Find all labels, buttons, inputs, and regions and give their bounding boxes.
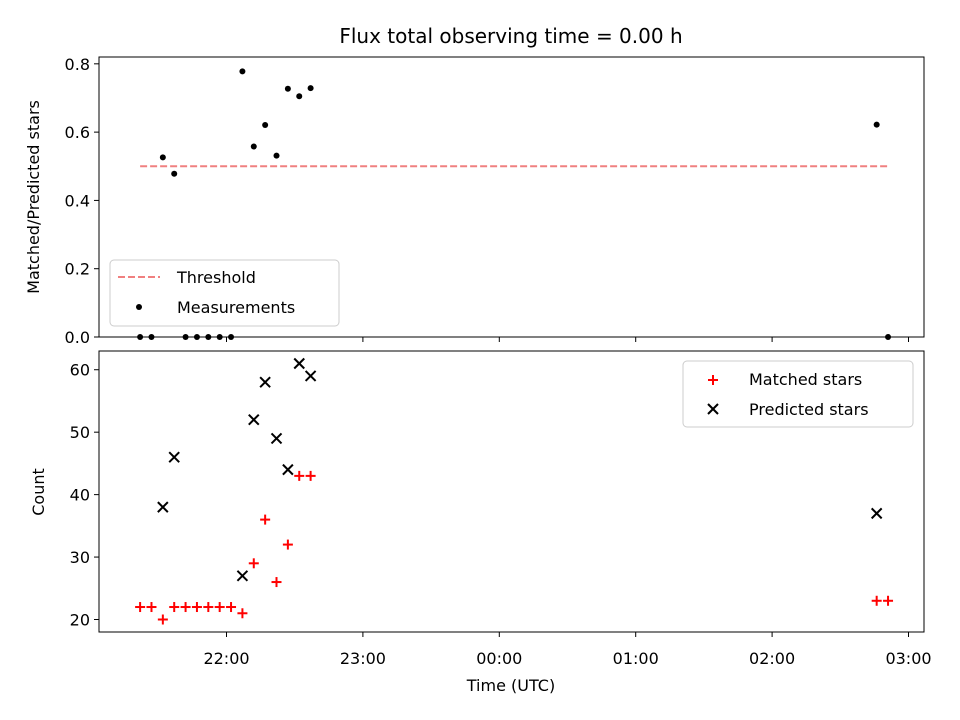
predicted-star-point-b: [304, 370, 317, 382]
predicted-star-point-b: [236, 570, 249, 582]
predicted-star-point-b: [293, 357, 305, 370]
matched-star-point: [135, 602, 146, 613]
predicted-star-point: [293, 357, 305, 370]
matched-star-point: [305, 470, 316, 481]
top-x-ticks: [226, 337, 909, 342]
bottom-legend-box: [682, 360, 914, 428]
matched-star-point: [260, 514, 271, 525]
legend-matched-marker: [708, 375, 718, 385]
top-y-ticks: 0.0 0.2 0.4 0.6 0.8: [65, 55, 99, 347]
predicted-star-point: [168, 451, 180, 463]
predicted-star-point: [157, 501, 169, 513]
legend-matched-swatch: [708, 375, 718, 385]
matched-star-point: [191, 602, 202, 613]
predicted-star-point-b: [168, 451, 180, 463]
matched-star-point: [294, 470, 305, 481]
top-y-tick-label: 0.6: [65, 123, 90, 142]
predicted-star-point-b: [270, 432, 283, 445]
measurement-point: [262, 121, 269, 128]
top-y-tick-label: 0.2: [65, 260, 90, 279]
bottom-x-tick-label: 01:00: [613, 649, 659, 668]
bottom-x-tick-label: 22:00: [203, 649, 249, 668]
top-y-tick-label: 0.4: [65, 191, 90, 210]
predicted-star-point-b: [282, 463, 294, 476]
chart-title: Flux total observing time = 0.00 h: [339, 24, 682, 48]
bottom-y-axis-label: Count: [29, 468, 48, 516]
bottom-y-tick-label: 20: [70, 611, 90, 630]
matched-star-point: [203, 602, 214, 613]
bottom-x-tick-label: 23:00: [340, 649, 386, 668]
top-legend-box: [109, 259, 340, 327]
matched-star-point: [871, 595, 882, 606]
measurement-point: [159, 154, 166, 161]
bottom-x-tick-label: 02:00: [749, 649, 795, 668]
predicted-star-point-b: [259, 376, 271, 388]
measurement-point: [307, 85, 314, 92]
measurement-point: [273, 152, 280, 159]
predicted-star-point: [248, 413, 260, 426]
measurement-point: [873, 121, 880, 128]
predicted-star-point-b: [248, 413, 260, 426]
matched-star-point: [169, 602, 180, 613]
predicted-star-point: [282, 463, 294, 476]
matched-star-point: [226, 602, 237, 613]
top-y-axis-label: Matched/Predicted stars: [24, 100, 43, 294]
measurement-points: [137, 68, 892, 340]
count-points: [135, 357, 894, 625]
legend-matched-label: Matched stars: [749, 370, 862, 389]
legend-predicted-label: Predicted stars: [749, 400, 869, 419]
measurement-point: [171, 170, 178, 177]
legend-measurements-swatch: [136, 304, 142, 310]
count-panel: Count Time (UTC) 20 30 40 50 60 22:00 23:00 00…: [29, 350, 932, 695]
legend-predicted-marker-b: [707, 403, 719, 415]
measurement-point: [284, 85, 291, 92]
predicted-star-point: [870, 507, 883, 520]
measurement-point: [296, 93, 303, 100]
ratio-panel: Flux total observing time = 0.00 h Match…: [24, 24, 925, 347]
bottom-y-tick-label: 50: [70, 423, 90, 442]
matched-star-point: [883, 595, 894, 606]
matched-star-point: [237, 608, 248, 619]
bottom-x-ticks: 22:00 23:00 00:00 01:00 02:00 03:00: [203, 632, 932, 668]
bottom-x-tick-label: 00:00: [476, 649, 522, 668]
matched-star-point: [282, 539, 293, 550]
matched-star-point: [248, 558, 259, 569]
matched-star-point: [271, 577, 282, 588]
predicted-star-point: [259, 376, 271, 388]
predicted-star-point-b: [157, 501, 169, 513]
predicted-star-point: [304, 370, 317, 382]
predicted-star-point: [236, 570, 249, 582]
legend-measurements-label: Measurements: [177, 298, 295, 317]
matched-star-point: [180, 602, 191, 613]
bottom-y-tick-label: 40: [70, 486, 90, 505]
bottom-y-tick-label: 60: [70, 361, 90, 380]
top-legend: Threshold Measurements: [109, 259, 340, 327]
legend-predicted-marker: [707, 403, 719, 415]
bottom-x-tick-label: 03:00: [885, 649, 931, 668]
bottom-y-tick-label: 30: [70, 548, 90, 567]
bottom-axes-frame: [98, 350, 925, 633]
top-y-tick-label: 0.0: [65, 328, 90, 347]
measurement-point: [239, 68, 246, 75]
bottom-y-ticks: 20 30 40 50 60: [70, 361, 99, 630]
matched-star-point: [214, 602, 225, 613]
top-y-tick-label: 0.8: [65, 55, 90, 74]
legend-predicted-swatch: [707, 403, 719, 415]
matched-star-point: [146, 602, 157, 613]
legend-threshold-label: Threshold: [176, 268, 256, 287]
top-axes-frame: [98, 56, 925, 338]
bottom-legend: Matched stars Predicted stars: [682, 360, 914, 428]
predicted-star-point: [270, 432, 283, 445]
x-axis-label: Time (UTC): [466, 676, 555, 695]
predicted-star-point-b: [870, 507, 883, 520]
measurement-point: [250, 143, 257, 150]
matched-star-point: [157, 614, 168, 625]
